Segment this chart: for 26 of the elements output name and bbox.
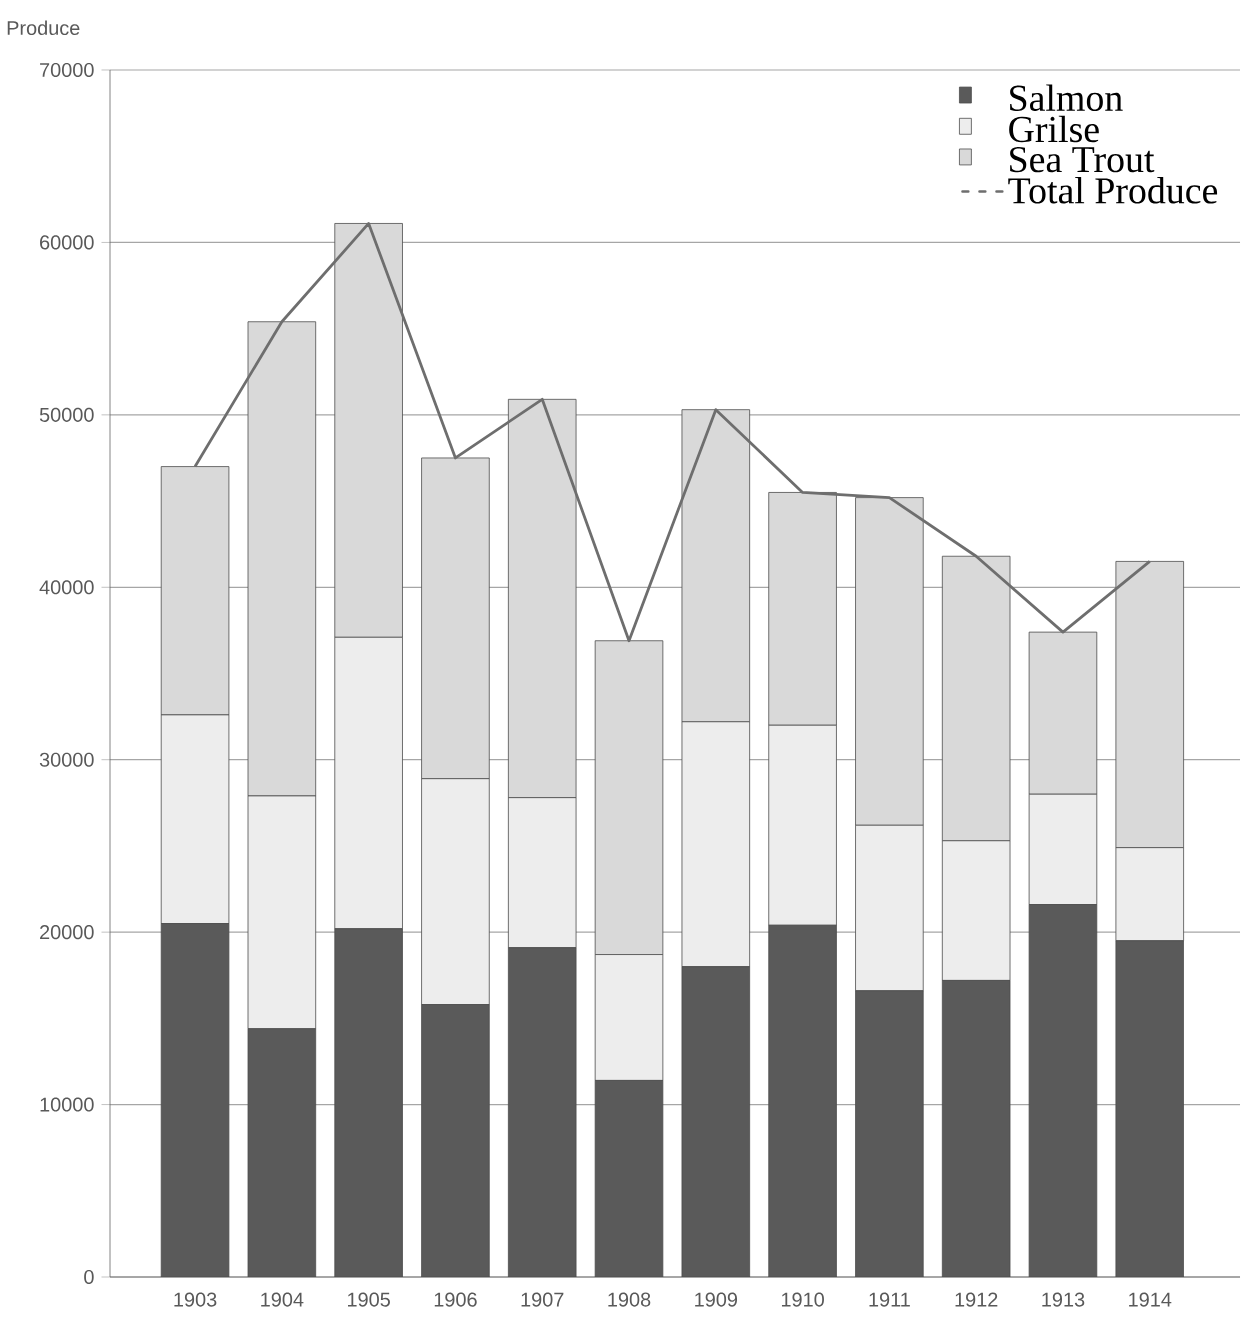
x-tick-label: 1903 <box>174 1292 217 1307</box>
y-tick-label: 0 <box>84 1269 94 1285</box>
x-tick-label: 1914 <box>1129 1292 1172 1307</box>
x-tick-label: 1911 <box>869 1292 910 1307</box>
x-tick-label: 1910 <box>781 1292 824 1307</box>
x-tick-label: 1904 <box>261 1292 304 1307</box>
y-tick-label: 70000 <box>40 62 94 78</box>
legend-label: Sea Trout <box>1010 146 1155 173</box>
y-tick-label: 40000 <box>39 580 94 595</box>
x-tick-label: 1912 <box>955 1292 998 1307</box>
y-tick-label: 50000 <box>39 407 94 422</box>
legend-label: Grilse <box>1009 115 1099 143</box>
y-tick-label: 20000 <box>40 925 94 940</box>
x-tick-label: 1908 <box>608 1292 651 1307</box>
x-tick-label: 1913 <box>1042 1292 1085 1307</box>
x-tick-label: 1905 <box>348 1292 390 1307</box>
legend-label: Salmon <box>1010 84 1123 112</box>
legend-label: Total Produce <box>1008 176 1218 204</box>
y-tick-label: 60000 <box>40 235 94 250</box>
line-series <box>193 222 1152 643</box>
y-tick-label: 30000 <box>39 752 94 767</box>
y-axis-title: Produce <box>7 20 80 36</box>
x-tick-label: 1906 <box>434 1292 477 1307</box>
x-tick-label: 1909 <box>695 1292 738 1307</box>
x-tick-label: 1907 <box>521 1292 564 1307</box>
y-tick-label: 10000 <box>40 1097 94 1112</box>
